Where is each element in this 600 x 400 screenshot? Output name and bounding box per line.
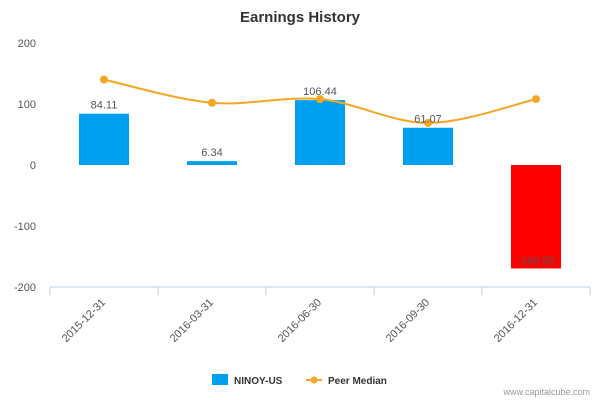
chart-title: Earnings History — [240, 9, 361, 26]
peer-median-series — [100, 75, 540, 127]
credit-text[interactable]: www.capitalcube.com — [502, 387, 590, 397]
peer-median-point-2016-06-30[interactable] — [316, 95, 324, 104]
legend-swatch-ninoy[interactable] — [212, 374, 228, 385]
y-tick-label: -200 — [14, 282, 36, 294]
bar-2016-09-30[interactable] — [403, 127, 453, 165]
x-axis: 2015-12-31 2016-03-31 2016-06-30 2016-09-30… — [49, 287, 591, 345]
bar-2016-12-31[interactable] — [511, 165, 561, 269]
bar-value-label: 6.34 — [201, 147, 222, 159]
peer-median-point-2016-09-30[interactable] — [424, 118, 432, 127]
bar-series — [79, 100, 561, 269]
y-tick-label: -100 — [14, 221, 36, 233]
y-tick-label: 200 — [18, 38, 36, 50]
y-tick-label: 0 — [30, 160, 36, 172]
x-tick-label: 2016-12-31 — [492, 297, 540, 345]
legend[interactable]: NINOY-US Peer Median — [212, 374, 387, 387]
legend-swatch-peer-marker[interactable] — [310, 376, 318, 384]
data-labels: 84.11 6.34 106.44 61.07 -169.56 — [91, 86, 555, 267]
x-tick-label: 2016-03-31 — [168, 297, 216, 345]
bar-value-label: 106.44 — [303, 86, 337, 98]
bar-value-label: 61.07 — [414, 114, 442, 126]
bar-2016-03-31[interactable] — [187, 161, 237, 165]
x-tick-label: 2016-06-30 — [276, 297, 324, 345]
x-tick-label: 2015-12-31 — [60, 297, 108, 345]
bar-value-label: 84.11 — [91, 100, 118, 112]
peer-median-point-2016-12-31[interactable] — [532, 95, 540, 104]
x-tick-label: 2016-09-30 — [384, 297, 432, 345]
peer-median-point-2016-03-31[interactable] — [208, 98, 216, 107]
legend-label-ninoy[interactable]: NINOY-US — [234, 376, 283, 387]
bar-value-label: -169.56 — [517, 255, 554, 267]
legend-label-peer[interactable]: Peer Median — [328, 376, 387, 387]
bar-2015-12-31[interactable] — [79, 113, 129, 165]
peer-median-point-2015-12-31[interactable] — [100, 75, 108, 84]
y-axis: 200 100 0 -100 -200 — [14, 38, 36, 294]
bar-2016-06-30[interactable] — [295, 100, 345, 165]
y-tick-label: 100 — [18, 99, 36, 111]
